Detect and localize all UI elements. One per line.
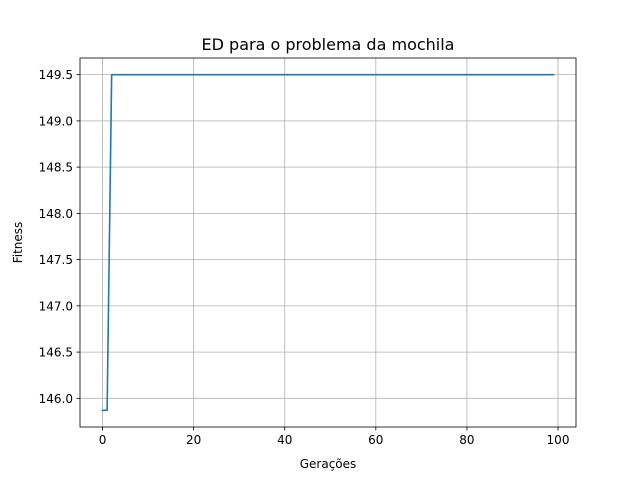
y-tick-label: 148.0 <box>39 207 73 221</box>
x-tick-label: 60 <box>368 433 383 447</box>
chart-title: ED para o problema da mochila <box>202 35 455 54</box>
series-line-0 <box>101 73 555 412</box>
y-tick-label: 147.5 <box>39 253 73 267</box>
axes-frame <box>79 57 577 428</box>
x-axis-label: Gerações <box>300 457 357 471</box>
y-tick-label: 149.5 <box>39 68 73 82</box>
y-tick-label: 147.0 <box>39 299 73 313</box>
series-layer <box>101 73 555 412</box>
y-tick-label: 149.0 <box>39 114 73 128</box>
y-ticks: 146.0 146.5 147.0 147.5 148.0 148.5 149.0 149.5 <box>39 68 80 406</box>
x-tick-label: 0 <box>99 433 107 447</box>
grid <box>80 58 576 427</box>
x-tick-label: 40 <box>277 433 292 447</box>
x-tick-label: 20 <box>186 433 201 447</box>
y-tick-label: 146.0 <box>39 392 73 406</box>
y-axis-label: Fitness <box>11 222 25 264</box>
x-tick-label: 80 <box>459 433 474 447</box>
x-ticks: 0 20 40 60 80 100 <box>99 427 570 447</box>
y-tick-label: 148.5 <box>39 161 73 175</box>
y-tick-label: 146.5 <box>39 346 73 360</box>
x-tick-label: 100 <box>547 433 570 447</box>
